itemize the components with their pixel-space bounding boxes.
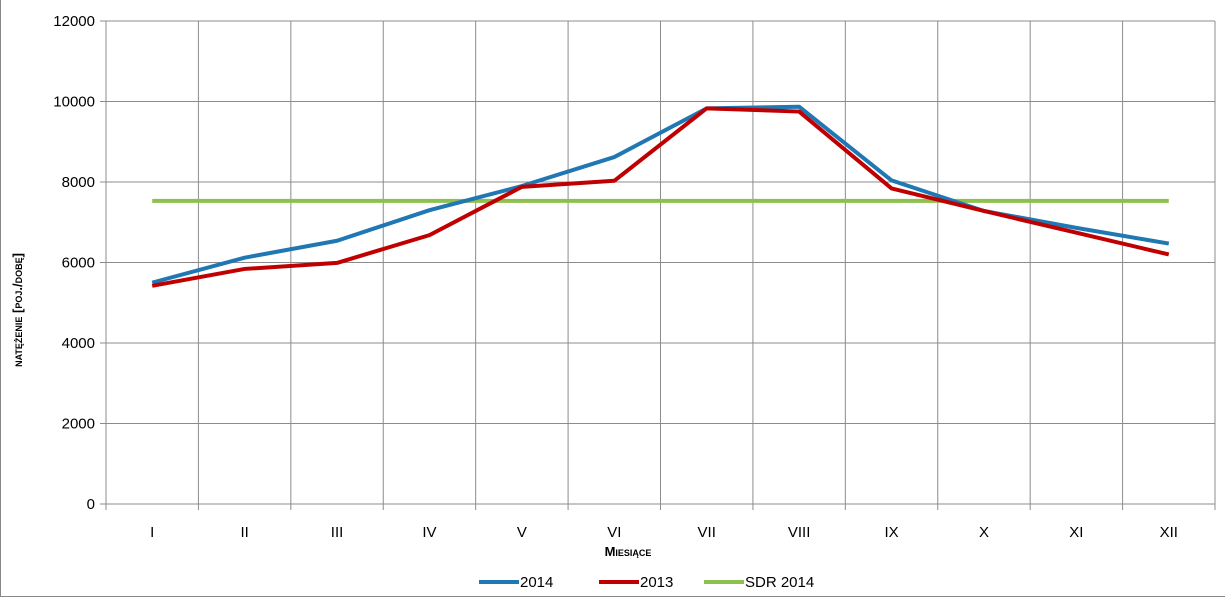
y-tick-label: 10000 xyxy=(53,94,95,111)
x-tick-label: VIII xyxy=(788,524,811,541)
y-tick-label: 12000 xyxy=(53,13,95,30)
legend-label: 2013 xyxy=(640,574,673,591)
x-tick-label: IV xyxy=(422,524,436,541)
x-axis-title: Miesiące xyxy=(605,544,652,559)
x-tick-label: V xyxy=(517,524,527,541)
series-lines xyxy=(151,104,1170,288)
legend-label: 2014 xyxy=(520,574,553,591)
legend-label: SDR 2014 xyxy=(745,574,814,591)
series-line xyxy=(151,106,1170,288)
x-tick-label: VII xyxy=(698,524,716,541)
y-tick-label: 4000 xyxy=(62,335,95,352)
y-tick-label: 6000 xyxy=(62,255,95,272)
x-tick-label: X xyxy=(979,524,989,541)
x-tick-label: VI xyxy=(607,524,621,541)
axes xyxy=(100,20,1216,510)
y-tick-label: 0 xyxy=(87,496,95,513)
x-tick-label: III xyxy=(331,524,344,541)
x-tick-label: I xyxy=(150,524,154,541)
y-tick-label: 8000 xyxy=(62,174,95,191)
x-tick-label: II xyxy=(240,524,248,541)
y-tick-label: 2000 xyxy=(62,416,95,433)
y-axis-title: natężenie [poj./dobę] xyxy=(10,253,25,367)
x-tick-label: XII xyxy=(1160,524,1178,541)
grid xyxy=(106,20,1216,504)
legend: 2014 2013 SDR 2014 xyxy=(479,574,814,591)
x-tick-label: XI xyxy=(1069,524,1083,541)
x-tick-label: IX xyxy=(884,524,898,541)
